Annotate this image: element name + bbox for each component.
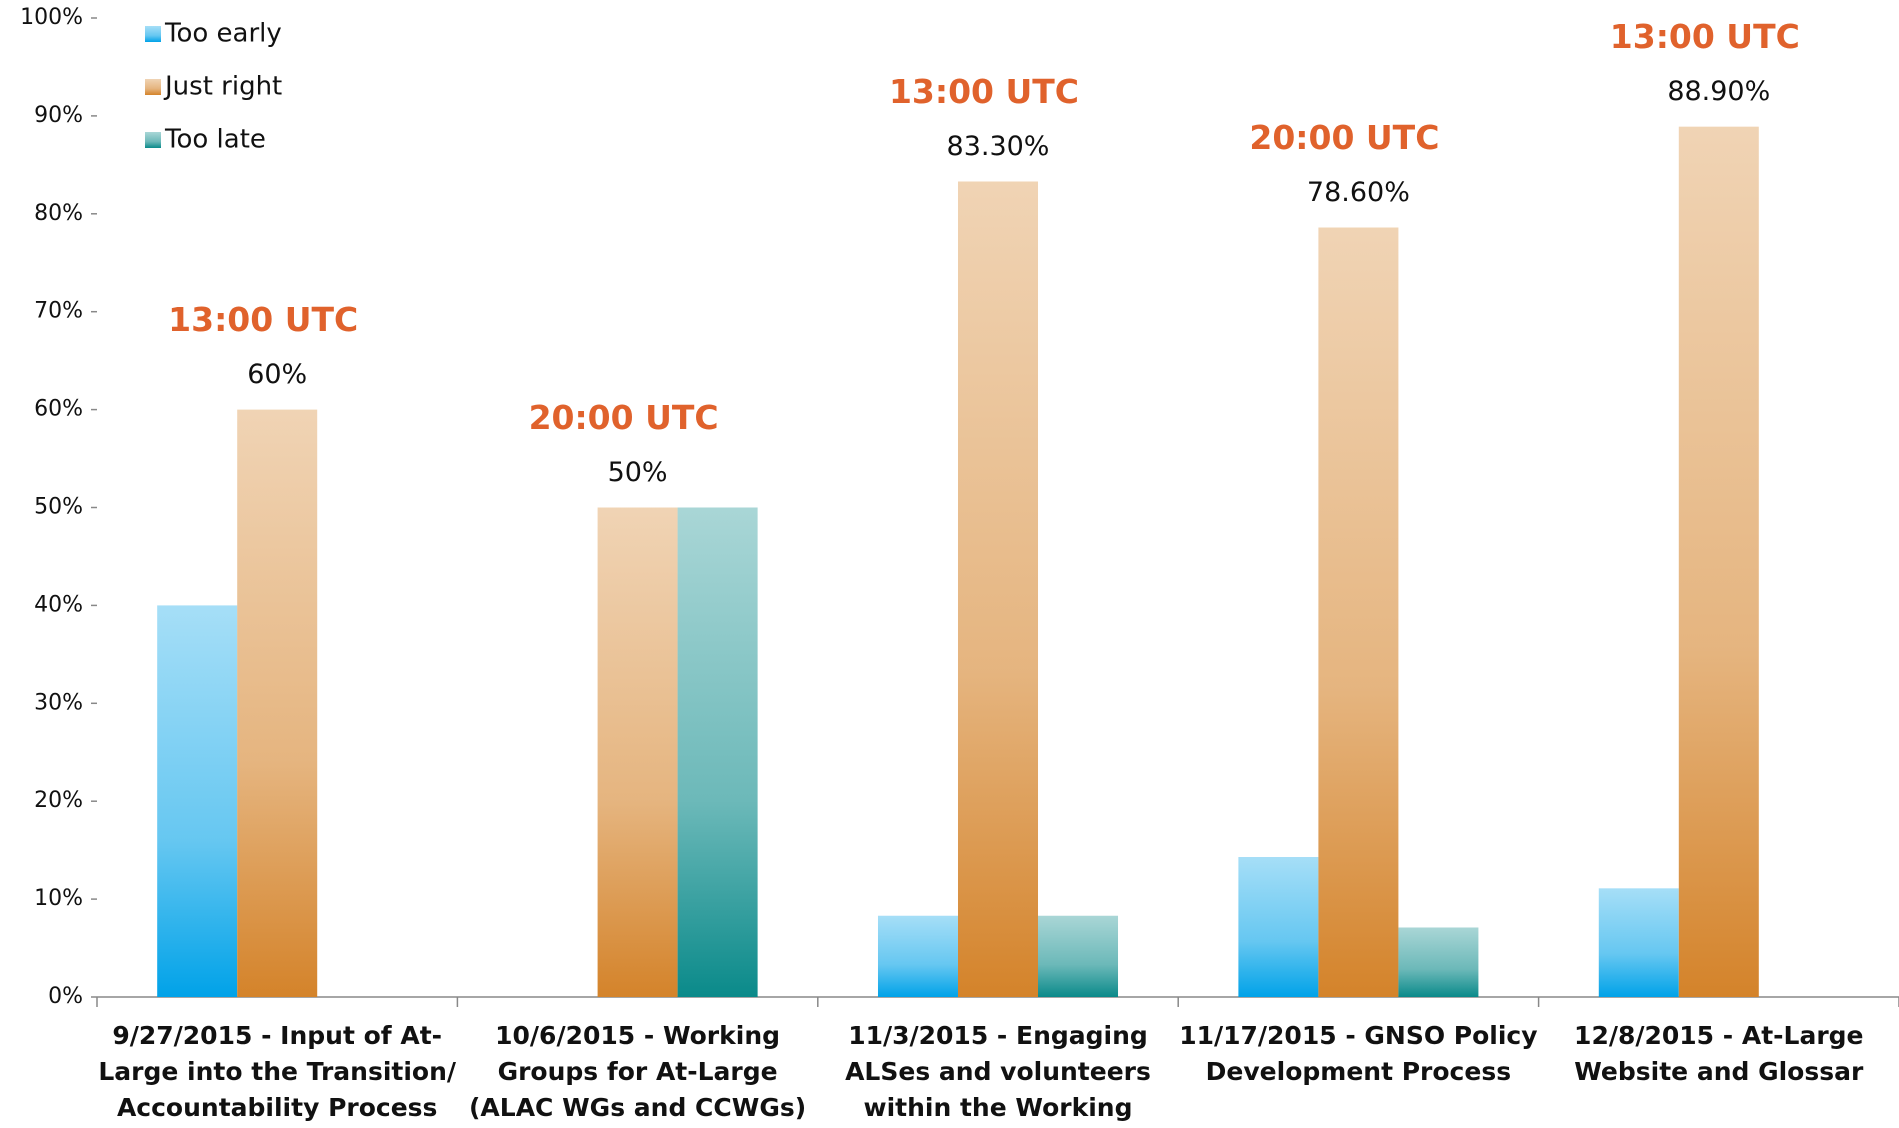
bar xyxy=(1238,857,1319,997)
y-tick-label: 70% xyxy=(34,299,83,324)
data-label: 83.30% xyxy=(947,131,1050,162)
annotation: 13:00 UTC xyxy=(168,300,358,339)
y-tick-label: 30% xyxy=(34,690,83,715)
bar xyxy=(1678,126,1759,997)
annotation: 20:00 UTC xyxy=(529,398,719,437)
x-tick-label: 11/3/2015 - Engaging ALSes and volunteer… xyxy=(845,1021,1151,1122)
bar xyxy=(597,507,678,997)
legend-label: Too late xyxy=(164,125,266,155)
bar xyxy=(877,915,958,997)
x-tick-label: 10/6/2015 - Working Groups for At-Large … xyxy=(469,1021,807,1122)
data-label: 88.90% xyxy=(1667,76,1770,107)
y-tick-label: 80% xyxy=(34,201,83,226)
annotation: 13:00 UTC xyxy=(889,72,1079,111)
y-tick-label: 90% xyxy=(34,103,83,128)
y-tick-label: 10% xyxy=(34,886,83,911)
annotation: 13:00 UTC xyxy=(1610,17,1800,56)
y-tick-label: 40% xyxy=(34,592,83,617)
bar xyxy=(677,507,758,997)
legend-swatch xyxy=(145,26,161,42)
data-label: 60% xyxy=(247,359,307,390)
bar xyxy=(237,409,318,998)
y-tick-label: 0% xyxy=(48,984,83,1009)
bar xyxy=(1318,227,1399,998)
y-tick-label: 100% xyxy=(20,5,83,30)
legend-swatch xyxy=(145,79,161,95)
y-tick-label: 20% xyxy=(34,788,83,813)
x-tick-label: 12/8/2015 - At-Large Website and Glossar xyxy=(1574,1021,1864,1086)
bar xyxy=(957,181,1039,998)
x-tick-label: 9/27/2015 - Input of At-Large into the T… xyxy=(98,1021,457,1122)
legend-label: Just right xyxy=(163,72,282,102)
bar xyxy=(1598,888,1679,997)
bar xyxy=(1038,915,1119,997)
y-tick-label: 60% xyxy=(34,397,83,422)
y-tick-label: 50% xyxy=(34,495,83,520)
legend-swatch xyxy=(145,132,161,148)
data-label: 78.60% xyxy=(1307,177,1410,208)
bar xyxy=(1398,927,1479,997)
annotation: 20:00 UTC xyxy=(1249,118,1439,157)
bar xyxy=(157,605,238,997)
legend-label: Too early xyxy=(164,19,282,49)
data-label: 50% xyxy=(608,457,668,488)
x-tick-label: 11/17/2015 - GNSO Policy Development Pro… xyxy=(1179,1021,1538,1086)
